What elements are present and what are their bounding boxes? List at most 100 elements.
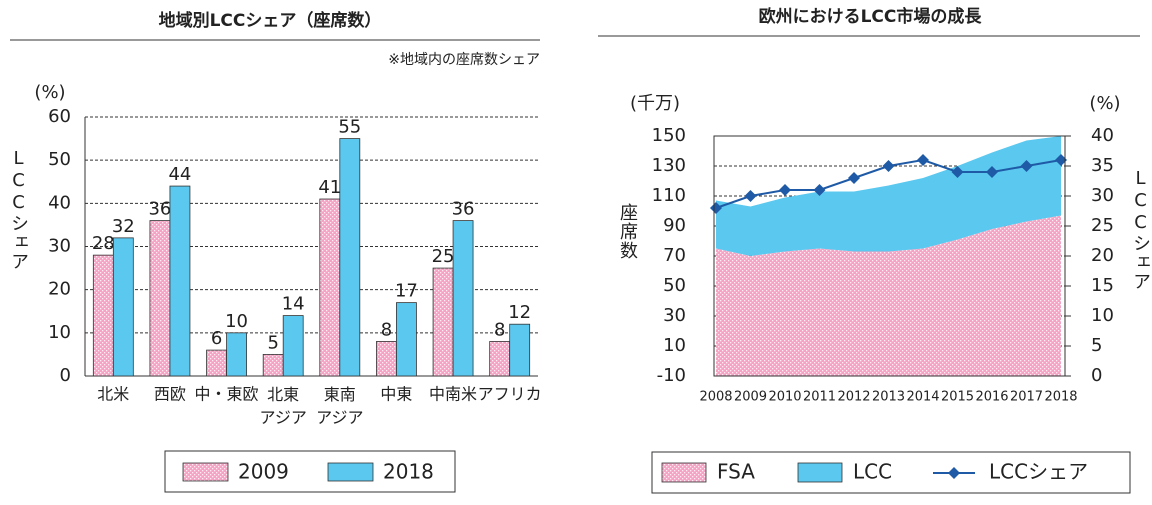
value-label: 28 [92, 233, 115, 254]
y-tick-label: 70 [663, 245, 686, 266]
x-tick-line: 北東 [267, 385, 299, 404]
y2-unit: (%) [1089, 93, 1120, 114]
y-tick-label: 130 [652, 155, 686, 176]
y-tick-label: 20 [48, 279, 71, 300]
bar [489, 341, 511, 377]
value-label: 36 [148, 199, 171, 220]
bar [92, 254, 114, 377]
value-label: 8 [494, 319, 505, 340]
bar [169, 185, 191, 377]
marker [986, 166, 998, 178]
y-tick-label: -10 [657, 365, 686, 386]
marker [882, 160, 895, 172]
marker [744, 190, 757, 202]
area [716, 215, 1061, 376]
x-tick-label: 2011 [803, 390, 836, 405]
y2-tick-label: 30 [1091, 185, 1114, 206]
y-tick-label: 150 [652, 125, 686, 146]
y-tick-label: 40 [48, 192, 71, 213]
bar [452, 220, 474, 377]
bar [226, 332, 247, 377]
x-tick-label: 2014 [906, 390, 939, 405]
legend-label: LCC [853, 460, 892, 484]
y-tick-label: 10 [663, 335, 686, 356]
value-label: 14 [282, 294, 305, 315]
y-tick-label: 30 [48, 236, 71, 257]
x-tick-label: 西欧 [154, 385, 186, 404]
marker [710, 202, 722, 214]
x-tick-label: 2015 [941, 390, 974, 405]
x-tick-label: 2012 [837, 390, 870, 405]
marker [951, 166, 964, 178]
value-label: 55 [338, 117, 361, 138]
x-tick-line: アジア [316, 408, 363, 427]
x-tick-label: 2010 [768, 390, 801, 405]
legend-label: LCCシェア [989, 460, 1088, 484]
y-tick-label: 60 [48, 106, 71, 127]
x-tick-label: 2018 [1044, 390, 1077, 405]
y-tick-label: 90 [663, 215, 686, 236]
marker [813, 184, 826, 196]
legend-marker [948, 467, 960, 479]
y2-tick-label: 5 [1091, 335, 1102, 356]
y2-tick-label: 0 [1091, 365, 1102, 386]
bar [112, 237, 134, 377]
x-tick-label: 2013 [872, 390, 905, 405]
y2-tick-label: 40 [1091, 125, 1114, 146]
x-tick-label: 中東 [380, 385, 412, 404]
bar [262, 354, 284, 377]
y-tick-label: 50 [663, 275, 686, 296]
y2-tick-label: 10 [1091, 305, 1114, 326]
annotation: ※地域内の座席数シェア [388, 52, 540, 68]
bar [149, 220, 171, 377]
value-label: 41 [318, 177, 341, 198]
value-label: 8 [381, 319, 392, 340]
value-label: 12 [508, 302, 531, 323]
bar [509, 323, 531, 377]
x-tick-label: アフリカ [478, 385, 542, 404]
x-tick-label: 2008 [699, 390, 732, 405]
legend-box [164, 450, 456, 493]
y-tick-label: 110 [652, 185, 686, 206]
value-label: 5 [267, 332, 278, 353]
value-label: 6 [211, 328, 222, 349]
bar [282, 315, 304, 377]
y2-tick-label: 15 [1091, 275, 1114, 296]
legend-label: 2018 [383, 460, 434, 484]
bar [319, 198, 341, 377]
bar [376, 341, 397, 377]
bar [432, 267, 454, 377]
marker [917, 154, 929, 166]
value-label: 36 [452, 199, 475, 220]
y2-tick-label: 20 [1091, 245, 1114, 266]
area [716, 136, 1061, 256]
marker [1020, 160, 1033, 172]
chart-title: 欧州におけるLCC市場の成長 [759, 6, 983, 27]
value-label: 10 [225, 311, 248, 332]
x-tick-label: 中・東欧 [195, 385, 259, 404]
x-tick-label: 東南アジア [316, 385, 363, 427]
y-axis-label: LCCシェア [8, 148, 29, 271]
x-tick-label: 2016 [975, 390, 1008, 405]
y-axis-label: 座席数 [617, 203, 638, 260]
y-tick-label: 50 [48, 149, 71, 170]
legend-label: 2009 [238, 460, 289, 484]
x-tick-line: アジア [260, 408, 307, 427]
marker [1055, 154, 1067, 166]
value-label: 44 [168, 164, 191, 185]
legend-swatch [661, 462, 707, 483]
y-tick-label: 30 [663, 305, 686, 326]
legend-swatch [182, 462, 229, 482]
y2-tick-label: 25 [1091, 215, 1114, 236]
y2-tick-label: 35 [1091, 155, 1114, 176]
legend-swatch [327, 462, 374, 482]
value-label: 32 [112, 216, 135, 237]
y-unit: (千万) [630, 93, 680, 114]
bar [339, 138, 361, 377]
marker [848, 172, 860, 184]
bar [206, 349, 227, 377]
x-tick-label: 北米 [97, 385, 129, 404]
x-tick-label: 2017 [1010, 390, 1043, 405]
bar [396, 302, 417, 377]
